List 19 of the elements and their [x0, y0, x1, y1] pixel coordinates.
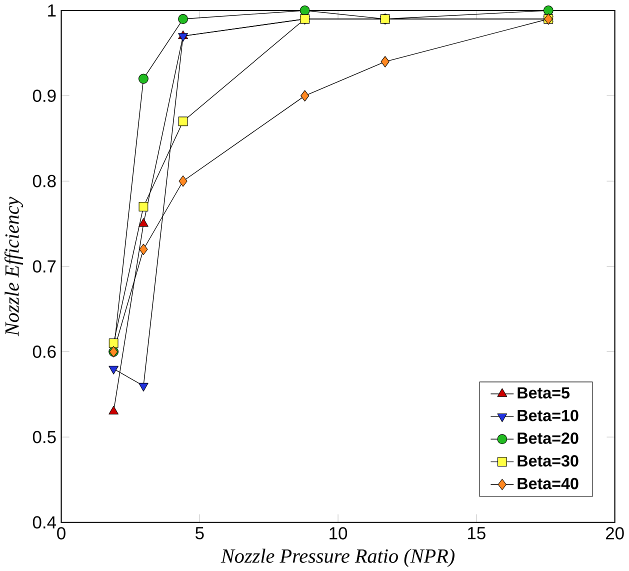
x-axis-title: Nozzle Pressure Ratio (NPR)	[220, 548, 454, 567]
x-tick-label: 0	[57, 526, 66, 540]
y-tick-label: 0.6	[32, 345, 56, 358]
y-tick-label: 0.9	[32, 89, 56, 102]
x-tick-label: 15	[468, 526, 486, 540]
legend-label: Beta=20	[518, 432, 578, 444]
x-tick-label: 20	[606, 526, 624, 540]
x-tick-label: 5	[195, 526, 204, 540]
y-tick-label: 1	[48, 4, 56, 16]
y-tick-label: 0.7	[32, 260, 56, 272]
legend-label: Beta=5	[518, 387, 570, 398]
legend-label: Beta=10	[518, 410, 578, 422]
y-tick-label: 0.5	[32, 430, 56, 444]
y-tick-label: 0.8	[32, 174, 56, 188]
y-tick-label: 0.4	[32, 516, 56, 528]
legend-label: Beta=30	[518, 454, 578, 466]
x-tick-label: 10	[330, 526, 348, 540]
y-axis-title: Nozzle Efficiency	[4, 196, 24, 336]
legend-label: Beta=40	[518, 478, 578, 490]
